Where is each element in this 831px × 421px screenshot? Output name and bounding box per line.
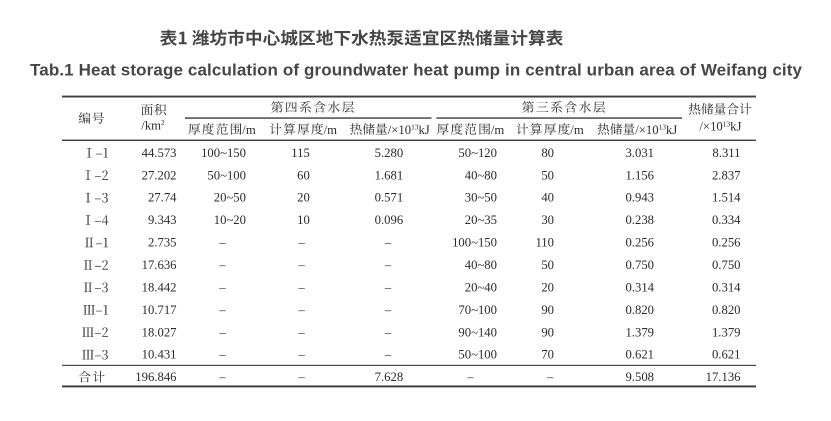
svg-text:80: 80: [541, 146, 554, 160]
svg-text:10.717: 10.717: [142, 303, 177, 317]
svg-text:10.431: 10.431: [142, 348, 177, 362]
svg-text:27.74: 27.74: [148, 191, 177, 205]
svg-text:1.379: 1.379: [712, 325, 741, 339]
svg-text:17.136: 17.136: [706, 370, 741, 384]
svg-text:–: –: [218, 325, 226, 339]
svg-text:0.820: 0.820: [625, 303, 654, 317]
svg-text:100~150: 100~150: [452, 236, 497, 250]
svg-text:0.314: 0.314: [712, 280, 741, 294]
svg-text:5.280: 5.280: [375, 146, 404, 160]
svg-text:/m: /m: [242, 123, 256, 137]
svg-text:–: –: [297, 280, 305, 294]
svg-text:20~35: 20~35: [465, 213, 497, 227]
svg-text:–: –: [218, 258, 226, 272]
svg-text:9.343: 9.343: [148, 213, 177, 227]
svg-text:10: 10: [297, 213, 310, 227]
svg-text:0.256: 0.256: [712, 236, 741, 250]
svg-text:0.256: 0.256: [625, 236, 654, 250]
svg-text:30: 30: [541, 213, 554, 227]
svg-text:0.750: 0.750: [625, 258, 654, 272]
svg-text:40~80: 40~80: [465, 168, 497, 182]
svg-text:–: –: [384, 280, 392, 294]
svg-text:9.508: 9.508: [625, 370, 654, 384]
svg-text:–: –: [218, 348, 226, 362]
svg-text:60: 60: [297, 168, 310, 182]
svg-text:–: –: [218, 236, 226, 250]
svg-text:1.681: 1.681: [375, 168, 404, 182]
svg-text:2.837: 2.837: [712, 168, 741, 182]
svg-text:–: –: [546, 370, 554, 384]
svg-text:40~80: 40~80: [465, 258, 497, 272]
svg-text:–: –: [297, 325, 305, 339]
svg-text:115: 115: [291, 146, 310, 160]
svg-text:50~100: 50~100: [207, 168, 246, 182]
svg-text:–: –: [466, 370, 474, 384]
svg-text:–: –: [218, 370, 226, 384]
svg-text:0.314: 0.314: [625, 280, 654, 294]
svg-text:50~120: 50~120: [458, 146, 497, 160]
svg-text:0.820: 0.820: [712, 303, 741, 317]
svg-text:110: 110: [535, 236, 554, 250]
svg-text:–: –: [384, 303, 392, 317]
svg-text:90: 90: [541, 303, 554, 317]
svg-text:0.621: 0.621: [625, 348, 654, 362]
svg-text:27.202: 27.202: [142, 168, 177, 182]
svg-text:0.096: 0.096: [375, 213, 404, 227]
svg-text:1.514: 1.514: [712, 191, 741, 205]
svg-text:18.027: 18.027: [142, 325, 177, 339]
svg-text:50: 50: [541, 168, 554, 182]
svg-text:/×1013kJ: /×1013kJ: [388, 123, 430, 137]
svg-text:2.735: 2.735: [148, 236, 177, 250]
svg-text:/m: /m: [324, 123, 338, 137]
svg-text:/m: /m: [570, 123, 584, 137]
svg-text:/×1013kJ: /×1013kJ: [699, 119, 741, 133]
svg-text:90~140: 90~140: [458, 325, 497, 339]
svg-text:–: –: [297, 370, 305, 384]
svg-text:17.636: 17.636: [142, 258, 177, 272]
svg-text:7.628: 7.628: [375, 370, 404, 384]
svg-text:0.238: 0.238: [625, 213, 654, 227]
svg-text:20~40: 20~40: [465, 280, 497, 294]
svg-text:1.156: 1.156: [625, 168, 654, 182]
svg-text:3.031: 3.031: [625, 146, 654, 160]
svg-text:–: –: [297, 236, 305, 250]
svg-text:–: –: [218, 280, 226, 294]
svg-text:44.573: 44.573: [142, 146, 177, 160]
svg-text:1.379: 1.379: [625, 325, 654, 339]
svg-text:–: –: [384, 258, 392, 272]
svg-text:0.750: 0.750: [712, 258, 741, 272]
svg-text:100~150: 100~150: [201, 146, 246, 160]
svg-text:–: –: [297, 303, 305, 317]
svg-text:20~50: 20~50: [214, 191, 246, 205]
svg-text:–: –: [218, 303, 226, 317]
svg-text:40: 40: [541, 191, 554, 205]
svg-text:18.442: 18.442: [142, 280, 177, 294]
svg-text:50~100: 50~100: [458, 348, 497, 362]
svg-text:/km2: /km2: [141, 118, 165, 132]
svg-text:0.621: 0.621: [712, 348, 741, 362]
svg-text:70~100: 70~100: [458, 303, 497, 317]
svg-text:–: –: [384, 236, 392, 250]
svg-text:20: 20: [541, 280, 554, 294]
svg-text:30~50: 30~50: [465, 191, 497, 205]
svg-text:70: 70: [541, 348, 554, 362]
svg-text:/×1013kJ: /×1013kJ: [635, 123, 677, 137]
svg-text:90: 90: [541, 325, 554, 339]
svg-text:–: –: [384, 348, 392, 362]
svg-text:/m: /m: [491, 123, 505, 137]
svg-text:0.571: 0.571: [375, 191, 404, 205]
svg-text:10~20: 10~20: [214, 213, 246, 227]
svg-text:–: –: [297, 258, 305, 272]
svg-text:50: 50: [541, 258, 554, 272]
svg-text:0.334: 0.334: [712, 213, 741, 227]
svg-text:196.846: 196.846: [135, 370, 176, 384]
svg-text:–: –: [297, 348, 305, 362]
svg-text:8.311: 8.311: [712, 146, 740, 160]
svg-text:–: –: [384, 325, 392, 339]
svg-text:Tab.1 Heat storage calculation: Tab.1 Heat storage calculation of ground…: [30, 60, 803, 79]
svg-text:0.943: 0.943: [625, 191, 654, 205]
svg-text:20: 20: [297, 191, 310, 205]
